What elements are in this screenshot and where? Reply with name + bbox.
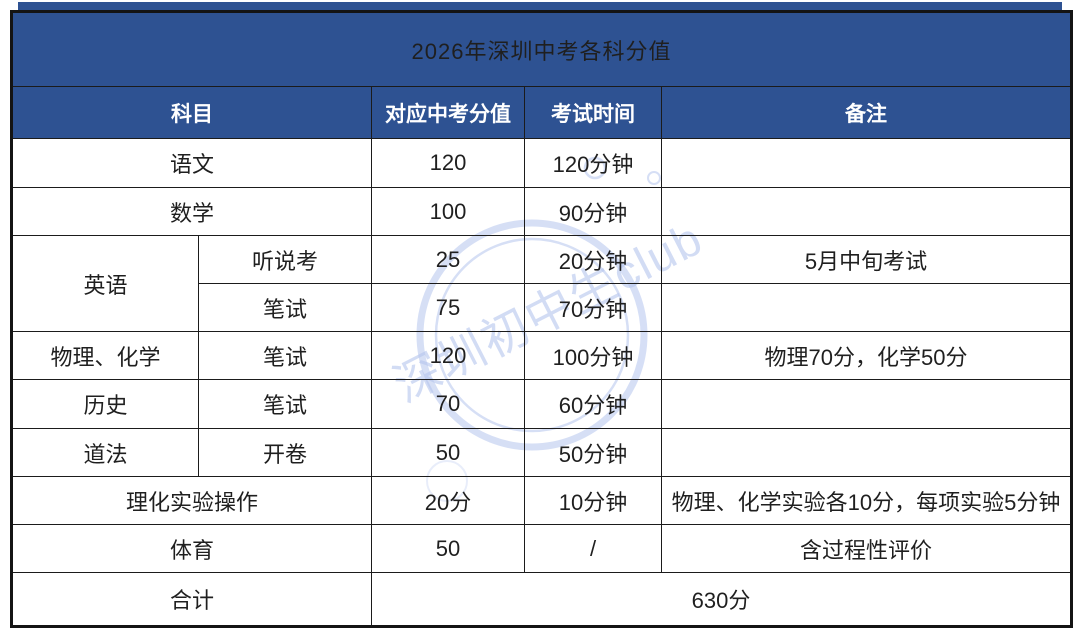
table-row: 道法 开卷 50 50分钟: [11, 428, 1073, 477]
cell-daofa-type: 开卷: [198, 428, 372, 477]
cell-tingshuo-note: 5月中旬考试: [660, 235, 1073, 284]
cell-tiyu-note: 含过程性评价: [660, 524, 1073, 573]
header-subject: 科目: [11, 86, 372, 139]
cell-tingshuo-type: 听说考: [198, 235, 372, 284]
cell-tiyu-time: /: [524, 524, 662, 573]
cell-lihuashiyan-score: 20分: [371, 476, 525, 525]
header-note: 备注: [660, 86, 1073, 139]
cell-daofa-score: 50: [371, 428, 525, 477]
cell-heji-subject: 合计: [11, 572, 372, 627]
cell-wulihuaxue-type: 笔试: [198, 331, 372, 380]
cell-lishi-subject: 历史: [11, 379, 199, 429]
cell-yuwen-subject: 语文: [11, 138, 372, 188]
cell-bishi-en-score: 75: [371, 283, 525, 332]
header-score: 对应中考分值: [371, 86, 525, 139]
cell-lishi-score: 70: [371, 379, 525, 429]
cell-lishi-type: 笔试: [198, 379, 372, 429]
table-row: 物理、化学 笔试 120 100分钟 物理70分，化学50分: [11, 331, 1073, 380]
cell-wulihuaxue-subject: 物理、化学: [11, 331, 199, 380]
cell-daofa-subject: 道法: [11, 428, 199, 477]
cell-lishi-note: [660, 379, 1073, 429]
cell-shuxue-score: 100: [371, 187, 525, 236]
cell-daofa-time: 50分钟: [524, 428, 662, 477]
table-row: 合计 630分: [11, 572, 1073, 627]
cell-yuwen-score: 120: [371, 138, 525, 188]
cell-lihuashiyan-time: 10分钟: [524, 476, 662, 525]
cell-wulihuaxue-score: 120: [371, 331, 525, 380]
cell-wulihuaxue-time: 100分钟: [524, 331, 662, 380]
cell-yuwen-time: 120分钟: [524, 138, 662, 188]
cell-daofa-note: [660, 428, 1073, 477]
page-title: 2026年深圳中考各科分值: [10, 11, 1073, 87]
cell-shuxue-subject: 数学: [11, 187, 372, 236]
cell-bishi-en-note: [660, 283, 1073, 332]
cell-lihuashiyan-subject: 理化实验操作: [11, 476, 372, 525]
cell-heji-total: 630分: [370, 572, 1073, 627]
cell-lihuashiyan-note: 物理、化学实验各10分，每项实验5分钟: [660, 476, 1073, 525]
cell-tingshuo-score: 25: [371, 235, 525, 284]
table-row: 理化实验操作 20分 10分钟 物理、化学实验各10分，每项实验5分钟: [11, 476, 1073, 525]
cell-wulihuaxue-note: 物理70分，化学50分: [660, 331, 1073, 380]
cell-shuxue-note: [660, 187, 1073, 236]
cell-tiyu-score: 50: [371, 524, 525, 573]
score-table: 2026年深圳中考各科分值 科目 对应中考分值 考试时间 备注 语文 120 1…: [10, 10, 1074, 628]
table-row: 2026年深圳中考各科分值: [10, 11, 1073, 87]
table-row: 英语 听说考 25 20分钟 5月中旬考试: [11, 235, 1073, 332]
cell-yingyu-subject: 英语: [11, 235, 199, 332]
table-header-row: 科目 对应中考分值 考试时间 备注: [11, 86, 1073, 139]
table-row: 体育 50 / 含过程性评价: [11, 524, 1073, 573]
table-row: 数学 100 90分钟: [11, 187, 1073, 236]
cell-yuwen-note: [660, 138, 1073, 188]
cell-bishi-en-type: 笔试: [198, 283, 372, 332]
table-row: 语文 120 120分钟: [11, 138, 1073, 188]
table-row: 历史 笔试 70 60分钟: [11, 379, 1073, 429]
top-blue-strip: [18, 2, 1062, 10]
cell-bishi-en-time: 70分钟: [524, 283, 662, 332]
cell-tingshuo-time: 20分钟: [524, 235, 662, 284]
cell-lishi-time: 60分钟: [524, 379, 662, 429]
cell-tiyu-subject: 体育: [11, 524, 372, 573]
cell-shuxue-time: 90分钟: [524, 187, 662, 236]
header-time: 考试时间: [524, 86, 662, 139]
